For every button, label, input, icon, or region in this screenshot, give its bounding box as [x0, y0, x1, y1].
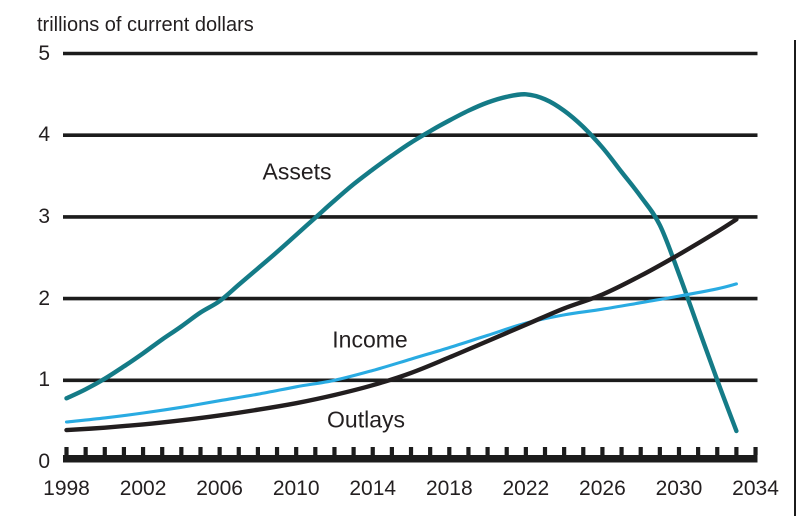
gridlines [63, 51, 758, 383]
x-axis-tick [562, 447, 567, 455]
series-line-outlays [64, 217, 739, 433]
x-axis-tick [676, 447, 682, 455]
x-tick-label-2006: 2006 [196, 477, 243, 500]
x-axis-tick [332, 447, 337, 455]
x-tick-label-2014: 2014 [349, 477, 397, 500]
x-axis-tick [274, 447, 280, 455]
series-line-income [64, 282, 738, 424]
x-axis-tick [428, 447, 433, 455]
x-axis-tick [753, 447, 758, 455]
series-lines [64, 92, 739, 434]
y-tick-label-1: 1 [38, 368, 50, 392]
x-axis-tick [370, 447, 375, 455]
series-line-assets [64, 92, 739, 434]
x-axis-tick [217, 447, 222, 455]
x-axis-tick [600, 447, 605, 455]
x-axis-tick [638, 447, 643, 455]
x-axis-tick [64, 447, 69, 455]
x-tick-label-2018: 2018 [425, 477, 473, 500]
x-tick-label-2010: 2010 [272, 477, 320, 500]
x-axis-tick [83, 447, 88, 455]
right-edge-rule [794, 40, 796, 516]
y-tick-label-4: 4 [38, 123, 50, 147]
x-tick-label-2034: 2034 [732, 477, 779, 500]
x-tick-label-2030: 2030 [655, 477, 703, 500]
x-axis-tick [294, 447, 299, 455]
x-axis-tick [313, 447, 318, 455]
x-axis-tick [255, 447, 260, 455]
x-axis-line [63, 447, 758, 463]
x-axis-tick [160, 447, 165, 455]
y-tick-label-3: 3 [38, 204, 50, 228]
x-axis-tick [198, 447, 203, 455]
x-tick-label-2026: 2026 [579, 477, 626, 500]
x-axis-tick [619, 447, 624, 455]
y-tick-label-5: 5 [38, 41, 50, 65]
x-axis-tick [140, 447, 146, 455]
x-axis-tick [715, 447, 720, 455]
y-tick-label-0: 0 [38, 450, 50, 473]
x-axis-baseline [63, 455, 758, 463]
x-axis-tick [102, 447, 107, 455]
x-axis-tick [466, 447, 471, 455]
x-axis-tick [485, 447, 490, 455]
x-axis-tick [351, 447, 356, 455]
x-tick-label-2002: 2002 [119, 477, 167, 500]
x-tick-label-2022: 2022 [502, 477, 550, 500]
x-axis-tick [408, 447, 414, 455]
y-tick-label-2: 2 [38, 286, 50, 310]
x-axis-tick [236, 447, 241, 455]
x-axis-tick [523, 447, 528, 455]
x-axis-tick [121, 447, 127, 455]
series-label-outlays: Outlays [327, 406, 405, 433]
x-axis-tick [389, 447, 394, 455]
series-label-assets: Assets [262, 158, 332, 185]
x-axis-tick [657, 447, 662, 455]
x-axis-tick [542, 447, 548, 455]
x-axis-tick [734, 447, 739, 455]
series-label-income: Income [332, 326, 408, 353]
chart-title: trillions of current dollars [37, 14, 254, 36]
x-tick-label-1998: 1998 [43, 477, 90, 500]
x-axis-tick [504, 447, 509, 455]
x-axis-tick [447, 447, 452, 455]
x-axis-tick [696, 447, 701, 455]
x-axis-tick [581, 447, 586, 455]
x-axis-tick [179, 447, 184, 455]
